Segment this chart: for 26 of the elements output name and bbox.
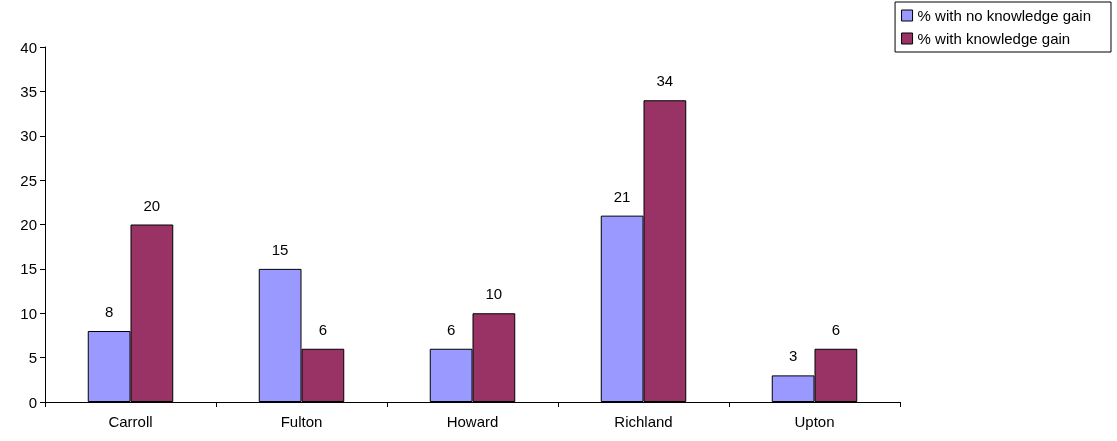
data-label: 15 xyxy=(271,240,289,258)
y-tick-label: 40 xyxy=(20,38,37,56)
data-label: 20 xyxy=(143,196,161,214)
data-label: 6 xyxy=(318,320,328,338)
legend-label: % with knowledge gain xyxy=(917,30,1071,47)
legend-label: % with no knowledge gain xyxy=(917,7,1092,24)
data-label: 21 xyxy=(613,187,631,205)
y-tick-label: 35 xyxy=(20,82,37,100)
x-tick-label: Upton xyxy=(794,413,835,430)
y-tick-label: 30 xyxy=(20,127,37,145)
y-tick-label: 10 xyxy=(20,304,37,322)
y-tick-label: 20 xyxy=(20,216,37,233)
data-label: 8 xyxy=(104,303,114,320)
x-tick-label: Richland xyxy=(614,413,673,430)
y-tick-label: 15 xyxy=(20,260,37,278)
y-tick-label: 0 xyxy=(28,393,37,411)
data-label: 3 xyxy=(788,347,798,365)
data-label: 6 xyxy=(446,320,456,338)
y-tick-label: 5 xyxy=(28,349,37,367)
data-label: 34 xyxy=(656,72,674,90)
x-tick-label: Fulton xyxy=(280,413,323,430)
y-tick-label: 25 xyxy=(20,171,37,189)
data-label: 10 xyxy=(485,285,503,303)
data-label: 6 xyxy=(831,320,841,338)
x-tick-label: Carroll xyxy=(108,413,153,430)
x-tick-label: Howard xyxy=(446,413,499,430)
